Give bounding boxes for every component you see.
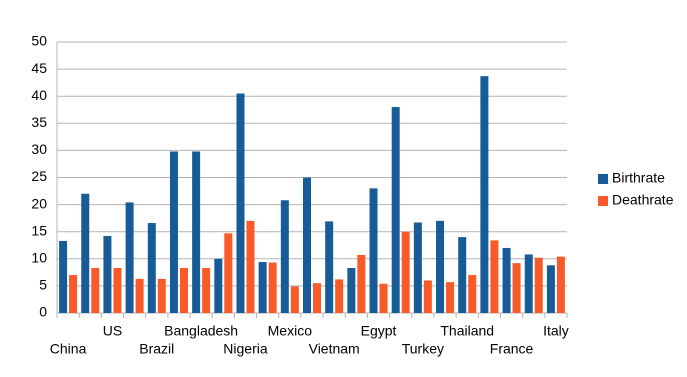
bar [202, 268, 211, 313]
legend-label: Deathrate [612, 192, 674, 208]
bar [192, 151, 201, 313]
bar [468, 275, 477, 313]
bar [423, 280, 432, 313]
y-tick-label: 20 [31, 195, 47, 211]
bar [357, 255, 366, 313]
bar [303, 177, 311, 313]
bar [91, 268, 100, 313]
bar [268, 262, 277, 313]
bar [59, 240, 68, 313]
y-tick-label: 40 [31, 87, 47, 103]
bar [280, 200, 289, 313]
bar [214, 258, 223, 313]
bar [335, 279, 344, 313]
bar [325, 221, 334, 313]
x-tick-label: Mexico [268, 323, 313, 339]
bar [169, 151, 178, 313]
x-tick-label: Turkey [402, 341, 444, 357]
bar [246, 220, 255, 313]
y-tick-label: 0 [39, 304, 47, 320]
bar [369, 188, 378, 313]
bar [534, 257, 543, 313]
y-tick-label: 35 [31, 114, 47, 130]
bar [546, 265, 555, 313]
bar [103, 236, 112, 313]
bar [436, 220, 445, 313]
bar [147, 223, 156, 313]
bar [524, 254, 533, 313]
y-tick-label: 15 [31, 222, 47, 238]
y-tick-label: 5 [39, 277, 47, 293]
legend-swatch [598, 196, 608, 206]
y-tick-label: 45 [31, 60, 47, 76]
legend-swatch [598, 174, 608, 184]
bar [401, 231, 410, 313]
bar [224, 233, 233, 313]
x-tick-label: Brazil [139, 341, 174, 357]
bar [290, 286, 299, 313]
bar [69, 275, 78, 313]
bar [556, 256, 565, 313]
bar [490, 240, 499, 313]
bar [125, 202, 134, 313]
bar [502, 247, 511, 313]
bar [379, 283, 388, 313]
x-tick-label: US [103, 323, 122, 339]
bar [157, 278, 166, 313]
x-tick-label: Vietnam [309, 341, 360, 357]
bar [413, 222, 422, 313]
legend-label: Birthrate [612, 170, 665, 186]
bar [480, 76, 489, 313]
x-tick-label: France [490, 341, 534, 357]
bar [113, 268, 122, 313]
bar [236, 93, 245, 314]
x-tick-label: Egypt [361, 323, 397, 339]
x-tick-label: Italy [543, 323, 569, 339]
x-tick-label: Nigeria [223, 341, 268, 357]
bar [81, 193, 90, 313]
bar [446, 282, 455, 313]
y-tick-label: 50 [31, 33, 47, 49]
x-tick-label: Thailand [440, 323, 494, 339]
bar [512, 263, 521, 313]
bar [135, 278, 144, 313]
y-tick-label: 25 [31, 168, 47, 184]
bar [313, 283, 321, 313]
bar [258, 262, 267, 313]
y-tick-label: 10 [31, 250, 47, 266]
x-tick-label: China [50, 341, 87, 357]
bar [391, 107, 400, 313]
y-tick-label: 30 [31, 141, 47, 157]
bar [179, 268, 188, 313]
x-tick-label: Bangladesh [164, 323, 238, 339]
bar [347, 268, 356, 313]
bar [458, 237, 467, 313]
